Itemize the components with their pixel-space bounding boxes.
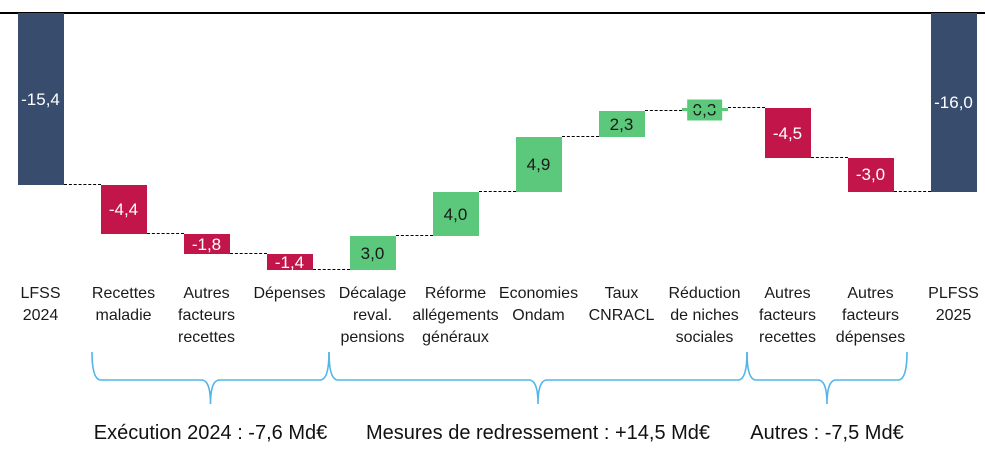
connector-line [63, 184, 101, 186]
bar-segment: -16,0 [930, 13, 977, 192]
category-label: Décalage reval. pensions [338, 285, 407, 346]
bar-segment: -1,4 [266, 252, 313, 272]
bar-segment: -4,5 [764, 107, 811, 159]
bar-segment: 3,0 [349, 236, 396, 270]
group-brace [328, 351, 748, 405]
bar-value-label: -4,4 [108, 200, 139, 220]
connector-line [727, 106, 765, 108]
bar-value-label: 2,3 [609, 114, 634, 134]
connector-line [893, 190, 931, 192]
bar-segment: 4,0 [432, 191, 479, 237]
bar-value-label: -16,0 [934, 92, 973, 112]
axis-baseline [0, 12, 985, 14]
bar-value-label: -1,8 [191, 234, 222, 254]
category-label: PLFSS 2025 [928, 285, 979, 324]
bar-value-label: 3,0 [360, 243, 385, 263]
group-brace [746, 351, 908, 405]
bar-segment: -15,4 [17, 13, 64, 186]
bar-value-label: 4,0 [443, 204, 468, 224]
category-label: Réforme allégements généraux [412, 285, 499, 346]
connector-line [810, 157, 848, 159]
bar-value-label: -15,4 [21, 89, 60, 109]
connector-line [312, 268, 350, 270]
bar-segment: -3,0 [847, 158, 894, 192]
group-label: Exécution 2024 : -7,6 Md€ [93, 422, 328, 444]
category-label: Autres facteurs recettes [178, 285, 235, 346]
bar-segment: 4,9 [515, 136, 562, 192]
connector-line [644, 110, 682, 112]
bar-segment: -1,8 [183, 234, 230, 255]
connector-line [561, 135, 599, 137]
category-label: Recettes maladie [91, 285, 156, 324]
bar-value-label: -1,4 [274, 252, 305, 272]
bar-value-label: -4,5 [772, 123, 803, 143]
connector-line [478, 190, 516, 192]
bar-segment: -4,4 [100, 185, 147, 235]
group-brace [91, 351, 330, 405]
category-label: Autres facteurs dépenses [835, 285, 906, 346]
category-label: LFSS 2024 [20, 285, 61, 324]
category-label: Réduction de niches sociales [668, 285, 741, 346]
bar-segment: 2,3 [598, 111, 645, 137]
connector-line [229, 253, 267, 255]
connector-line [146, 233, 184, 235]
category-label: Dépenses [253, 285, 326, 302]
bar-value-label: 4,9 [526, 154, 551, 174]
bar-segment [681, 107, 728, 112]
category-label: Economies Ondam [498, 285, 579, 324]
group-label: Autres : -7,5 Md€ [750, 422, 904, 444]
group-label: Mesures de redressement : +14,5 Md€ [365, 422, 711, 444]
connector-line [395, 235, 433, 237]
category-label: Autres facteurs recettes [759, 285, 816, 346]
category-label: Taux CNRACL [588, 285, 655, 324]
bar-value-label: -3,0 [855, 165, 886, 185]
